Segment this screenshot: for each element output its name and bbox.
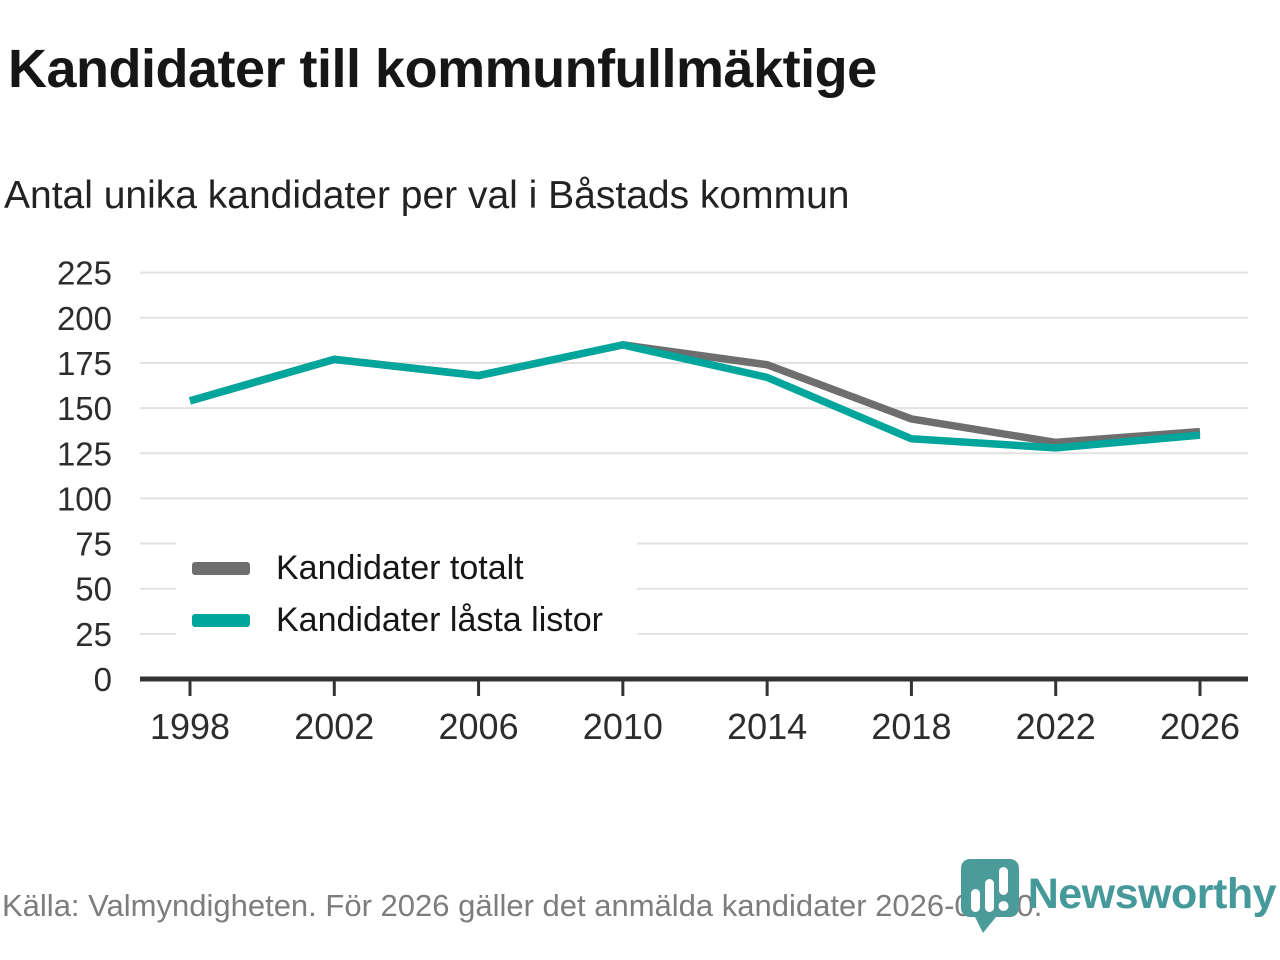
legend-swatch-teal xyxy=(192,613,250,627)
y-tick-label: 225 xyxy=(57,255,112,292)
newsworthy-wordmark: Newsworthy xyxy=(1027,870,1277,918)
legend-item-totalt: Kandidater totalt xyxy=(192,544,603,592)
y-tick-label: 25 xyxy=(75,616,112,653)
source-note: Källa: Valmyndigheten. För 2026 gäller d… xyxy=(2,888,1043,923)
x-tick-label: 2022 xyxy=(1016,706,1096,747)
chart-plot-area: 0 25 50 75 100 125 150 175 200 225 1998 2002 2006 201… xyxy=(57,255,1248,747)
line-chart: 0 25 50 75 100 125 150 175 200 225 1998 2002 2006 201… xyxy=(0,250,1280,760)
y-tick-label: 150 xyxy=(57,390,112,427)
x-tick-label: 1998 xyxy=(150,706,230,747)
series-line-1 xyxy=(188,341,1201,452)
x-tick-label: 2018 xyxy=(871,706,951,747)
x-tick-label: 2002 xyxy=(294,706,374,747)
page-title: Kandidater till kommunfullmäktige xyxy=(8,39,877,99)
legend-swatch-gray xyxy=(192,561,250,575)
y-tick-label: 100 xyxy=(57,480,112,517)
legend-item-lasta-listor: Kandidater låsta listor xyxy=(192,596,603,644)
newsworthy-logo-icon xyxy=(960,859,1019,933)
chart-legend: Kandidater totalt Kandidater låsta listo… xyxy=(176,530,637,662)
y-tick-label: 125 xyxy=(57,435,112,472)
newsworthy-logo: Newsworthy xyxy=(958,858,1277,938)
y-tick-label: 175 xyxy=(57,345,112,382)
chart-subtitle: Antal unika kandidater per val i Båstads… xyxy=(4,174,850,217)
x-tick-label: 2010 xyxy=(583,706,663,747)
x-tick-label: 2014 xyxy=(727,706,807,747)
y-tick-label: 50 xyxy=(75,571,112,608)
legend-label: Kandidater låsta listor xyxy=(276,600,603,639)
x-tick-label: 2006 xyxy=(439,706,519,747)
legend-label: Kandidater totalt xyxy=(276,548,524,587)
y-tick-label: 0 xyxy=(94,661,112,698)
x-tick-label: 2026 xyxy=(1160,706,1240,747)
y-tick-label: 75 xyxy=(75,526,112,563)
y-tick-label: 200 xyxy=(57,300,112,337)
